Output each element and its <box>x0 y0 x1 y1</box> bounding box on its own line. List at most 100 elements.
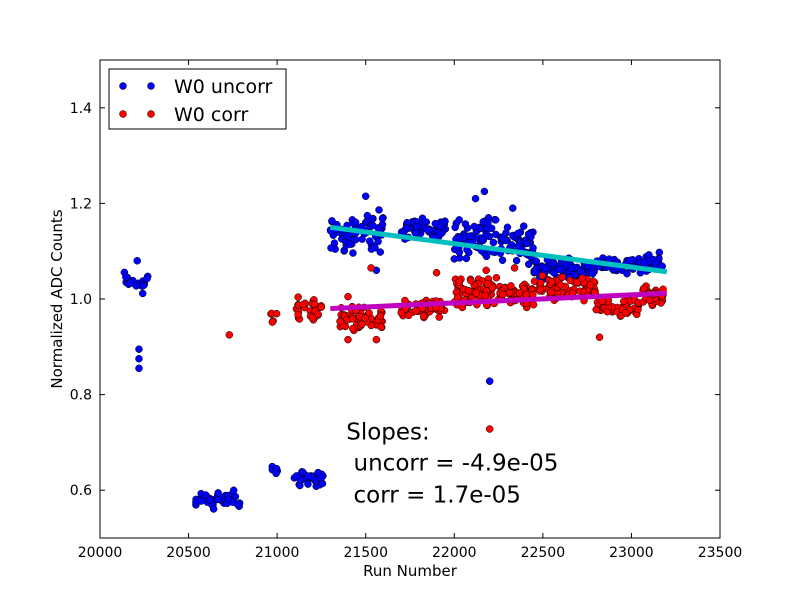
legend-marker-uncorr-right <box>147 82 155 90</box>
data-point <box>555 265 564 274</box>
data-point <box>209 505 218 513</box>
data-point <box>471 194 480 203</box>
data-point <box>522 239 531 248</box>
data-point <box>502 229 510 237</box>
data-point <box>214 489 222 497</box>
data-point <box>461 220 470 228</box>
data-point <box>404 311 413 320</box>
data-point <box>294 293 302 301</box>
data-point <box>213 495 222 504</box>
data-point <box>451 223 459 232</box>
data-point <box>622 309 630 317</box>
data-point <box>367 264 375 272</box>
data-point <box>344 335 352 344</box>
x-tick-label: 21500 <box>343 545 388 561</box>
data-point <box>491 216 500 224</box>
data-point <box>206 496 214 504</box>
data-point <box>363 211 372 220</box>
data-point <box>488 284 497 292</box>
data-point <box>481 291 490 300</box>
data-point <box>308 313 317 322</box>
data-point <box>547 288 555 297</box>
data-point <box>351 218 360 227</box>
data-point <box>139 281 148 290</box>
data-point <box>413 222 421 231</box>
data-point <box>646 296 654 305</box>
data-point <box>412 306 420 315</box>
data-point <box>328 217 336 225</box>
data-point <box>603 307 612 316</box>
data-point <box>419 312 428 320</box>
data-point <box>479 235 487 244</box>
data-point <box>598 297 606 306</box>
data-point <box>376 312 385 320</box>
data-point <box>519 222 528 230</box>
data-point <box>411 229 420 237</box>
data-point <box>272 469 280 478</box>
data-point <box>361 314 369 322</box>
data-point <box>558 273 567 281</box>
legend-box <box>108 68 287 130</box>
data-point <box>467 276 475 285</box>
data-point <box>480 187 489 196</box>
data-point <box>135 355 143 363</box>
data-point <box>512 256 521 265</box>
series-corr <box>225 264 667 433</box>
annotation-title: Slopes: <box>346 420 430 446</box>
x-tick-label: 20000 <box>78 545 123 561</box>
data-point <box>507 282 515 290</box>
data-point <box>548 278 556 286</box>
legend-label-uncorr: W0 uncorr <box>174 76 273 98</box>
data-point <box>536 279 545 287</box>
y-tick-label: 1.4 <box>70 101 92 117</box>
data-point <box>651 258 660 267</box>
data-point <box>492 273 501 282</box>
data-point <box>431 219 440 228</box>
data-point <box>541 264 550 273</box>
data-point <box>299 300 308 309</box>
data-point <box>532 257 540 265</box>
x-tick-label: 21000 <box>255 545 300 561</box>
data-point <box>524 260 533 268</box>
data-point <box>489 238 498 247</box>
data-point <box>197 497 206 505</box>
y-axis-label: Normalized ADC Counts <box>48 209 66 388</box>
legend: W0 uncorr W0 corr <box>108 68 287 130</box>
data-point <box>485 377 494 385</box>
data-point <box>578 274 586 282</box>
data-point <box>515 289 524 297</box>
data-point <box>510 264 519 272</box>
data-point <box>365 309 373 317</box>
data-point <box>499 290 507 299</box>
data-point <box>498 256 507 265</box>
data-point <box>550 269 558 277</box>
x-tick-label: 22000 <box>432 545 477 561</box>
data-point <box>455 234 464 243</box>
data-point <box>623 269 631 278</box>
data-point <box>349 249 357 257</box>
data-point <box>314 310 322 318</box>
data-point <box>133 257 141 265</box>
data-point <box>514 229 522 238</box>
x-tick-label: 23000 <box>609 545 654 561</box>
y-tick-label: 1.2 <box>70 196 92 212</box>
data-point <box>549 259 557 268</box>
data-point <box>588 269 597 278</box>
data-point <box>365 237 374 245</box>
data-point <box>620 297 628 306</box>
data-point <box>514 242 523 251</box>
data-point <box>566 276 574 285</box>
data-point <box>371 244 379 252</box>
data-point <box>138 289 147 298</box>
data-point <box>310 300 319 308</box>
data-point <box>482 266 490 275</box>
data-point <box>484 219 492 227</box>
data-point <box>314 468 322 477</box>
data-point <box>472 289 481 297</box>
data-point <box>358 320 366 329</box>
data-point <box>378 214 387 223</box>
legend-marker-corr-right <box>147 110 155 118</box>
y-tick-label: 0.6 <box>70 483 92 499</box>
y-tick-label: 1.0 <box>70 292 92 308</box>
data-point <box>465 286 473 295</box>
